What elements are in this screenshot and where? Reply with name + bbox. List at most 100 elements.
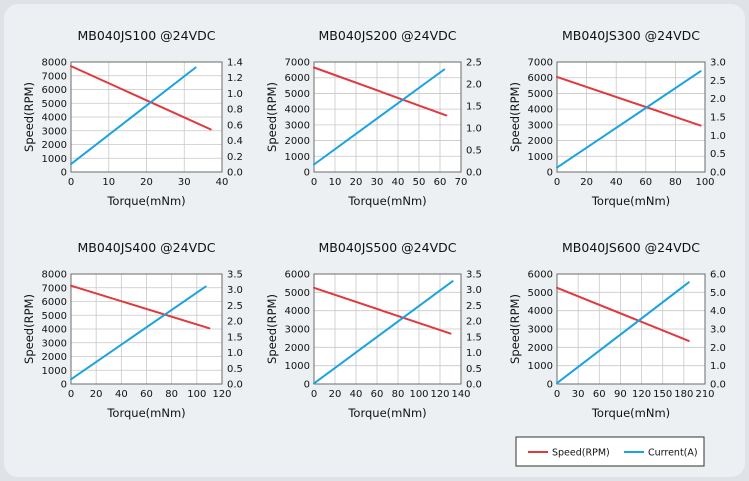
legend-label: Current(A) [648, 448, 698, 459]
y-tick-label: 6000 [285, 73, 310, 84]
y-tick-label: 1000 [528, 152, 553, 163]
y-axis-label: Speed(RPM) [508, 82, 522, 152]
x-tick-label: 10 [329, 177, 342, 188]
y2-tick-label: 1.5 [227, 332, 243, 343]
y2-tick-label: 3.5 [227, 270, 243, 281]
x-tick-label: 0 [68, 177, 74, 188]
x-tick-label: 60 [639, 177, 652, 188]
plot-frame [70, 61, 223, 173]
x-tick-label: 70 [455, 177, 468, 188]
y-tick-label: 3000 [528, 325, 553, 336]
plot-frame [556, 273, 706, 385]
y2-tick-label: 4.0 [710, 306, 726, 317]
y2-tick-label: 1.0 [227, 348, 243, 359]
x-axis-label: Torque(mNm) [106, 406, 185, 420]
x-tick-label: 40 [350, 389, 363, 400]
y2-tick-label: 1.5 [710, 113, 726, 124]
y-tick-label: 4000 [528, 105, 553, 116]
speed-line [70, 65, 212, 131]
y2-tick-label: 1.0 [466, 124, 482, 135]
x-tick-label: 60 [593, 389, 606, 400]
plot-frame [70, 273, 223, 385]
y-tick-label: 2000 [42, 352, 67, 363]
x-axis-label: Torque(mNm) [347, 194, 426, 208]
current-line [313, 280, 454, 385]
chart-title: MB040JS400 @24VDC [78, 240, 216, 255]
x-axis-label: Torque(mNm) [591, 194, 670, 208]
y-axis-label: Speed(RPM) [265, 294, 279, 364]
y2-tick-label: 0.6 [227, 120, 243, 131]
y-tick-label: 1000 [285, 152, 310, 163]
y-tick-label: 8000 [42, 58, 67, 69]
y2-tick-label: 1.5 [466, 332, 482, 343]
y-tick-label: 5000 [285, 288, 310, 299]
x-tick-label: 40 [216, 177, 229, 188]
chart-6: 0 30 60 90 120 150 180 210 0 1000 2000 3000 4000 5000… [508, 240, 726, 420]
y2-tick-label: 1.5 [466, 102, 482, 113]
chart-3: 0 20 40 60 80 1000100020003000400050006000700… [508, 28, 726, 208]
y2-tick-label: 0.0 [227, 380, 243, 391]
y-tick-label: 1000 [528, 361, 553, 372]
current-line [70, 285, 207, 381]
x-tick-label: 40 [115, 389, 128, 400]
y-tick-label: 3000 [528, 120, 553, 131]
x-tick-label: 0 [554, 389, 560, 400]
y-tick-label: 8000 [42, 270, 67, 281]
y2-tick-label: 2.5 [710, 76, 726, 87]
y2-tick-label: 1.4 [227, 58, 243, 69]
y-tick-label: 6000 [42, 85, 67, 96]
y2-tick-label: 0.5 [466, 364, 482, 375]
y2-tick-label: 0.0 [227, 168, 243, 179]
x-axis-label: Torque(mNm) [591, 406, 670, 420]
x-axis-label: Torque(mNm) [106, 194, 185, 208]
y2-tick-label: 2.5 [227, 301, 243, 312]
y2-tick-label: 0.2 [227, 152, 243, 163]
y-tick-label: 2000 [285, 343, 310, 354]
y2-tick-label: 0.0 [466, 380, 482, 391]
chart-title: MB040JS200 @24VDC [319, 28, 457, 43]
x-tick-label: 100 [409, 389, 428, 400]
y2-tick-label: 1.0 [466, 348, 482, 359]
y-tick-label: 7000 [528, 58, 553, 69]
y2-tick-label: 6.0 [710, 270, 726, 281]
y2-tick-label: 1.0 [710, 131, 726, 142]
speed-line [70, 284, 211, 330]
y-tick-label: 0 [304, 168, 310, 179]
y-axis-label: Speed(RPM) [508, 294, 522, 364]
y-tick-label: 4000 [285, 105, 310, 116]
y2-tick-label: 0.4 [227, 136, 243, 147]
x-tick-label: 100 [187, 389, 206, 400]
y-tick-label: 4000 [285, 306, 310, 317]
x-tick-label: 0 [554, 177, 560, 188]
x-tick-label: 80 [165, 389, 178, 400]
y-tick-label: 3000 [285, 325, 310, 336]
x-tick-label: 180 [674, 389, 693, 400]
y-tick-label: 0 [61, 168, 67, 179]
y2-tick-label: 3.0 [466, 285, 482, 296]
y-tick-label: 1000 [42, 154, 67, 165]
x-tick-label: 30 [178, 177, 191, 188]
current-line [70, 66, 197, 166]
y2-tick-label: 1.0 [710, 361, 726, 372]
y-tick-label: 6000 [528, 73, 553, 84]
current-line [556, 281, 690, 385]
y-tick-label: 7000 [285, 58, 310, 69]
x-tick-label: 20 [329, 389, 342, 400]
y-tick-label: 4000 [42, 113, 67, 124]
y-tick-label: 6000 [42, 297, 67, 308]
chart-title: MB040JS600 @24VDC [562, 240, 700, 255]
speed-line [556, 75, 702, 127]
y-tick-label: 7000 [42, 283, 67, 294]
x-tick-label: 60 [434, 177, 447, 188]
y-tick-label: 2000 [528, 343, 553, 354]
y-tick-label: 4000 [42, 325, 67, 336]
plot-area [314, 62, 461, 172]
chart-5: 0 20 40 60 80 100 120 140 0 1000 2000 3000 4000 5000 6… [265, 240, 482, 420]
x-tick-label: 40 [610, 177, 623, 188]
y2-tick-label: 1.2 [227, 73, 243, 84]
y-tick-label: 5000 [528, 288, 553, 299]
y-tick-label: 3000 [285, 120, 310, 131]
y-tick-label: 5000 [42, 99, 67, 110]
y2-tick-label: 1.0 [227, 89, 243, 100]
x-tick-label: 60 [140, 389, 153, 400]
